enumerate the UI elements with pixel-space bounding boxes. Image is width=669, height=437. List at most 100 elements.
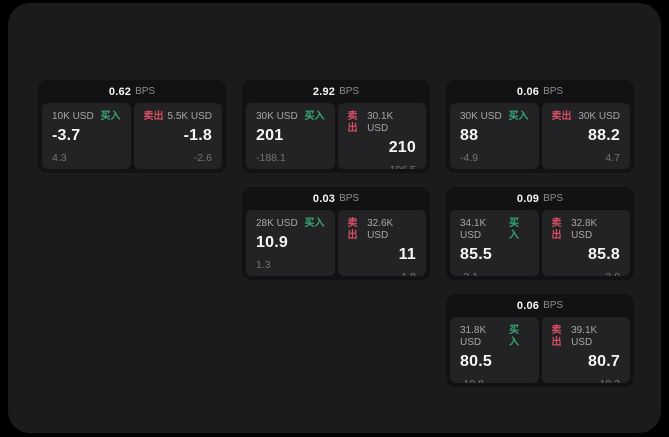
- quote-card: 2.92 BPS 30K USD 买入 201 -188.1 卖出 30.1K …: [242, 80, 430, 173]
- sell-amount: 5.5K USD: [167, 111, 212, 122]
- buy-price: 80.5: [460, 353, 492, 370]
- sell-sub-value: 10.2: [552, 378, 620, 383]
- bps-value: 0.06: [516, 299, 540, 312]
- quote-panels: 30K USD 买入 88 -4.9 卖出 30K USD 88.2 4.7: [450, 103, 630, 169]
- sell-side-label: 卖出: [551, 325, 562, 348]
- sell-sub-value: -2.6: [193, 152, 212, 164]
- buy-price: 10.9: [256, 234, 288, 251]
- quote-card: 0.06 BPS 31.8K USD 买入 80.5 -10.8 卖出 39.1…: [446, 294, 634, 387]
- bps-value: 0.06: [516, 85, 540, 98]
- sell-amount: 32.8K USD: [571, 218, 598, 241]
- cards-grid: 0.62 BPS 10K USD 买入 -3.7 4.3 卖出 5.5K USD…: [38, 80, 634, 387]
- buy-panel[interactable]: 10K USD 买入 -3.7 4.3: [42, 103, 131, 169]
- quote-panels: 31.8K USD 买入 80.5 -10.8 卖出 39.1K USD 80.…: [450, 317, 630, 383]
- sell-panel[interactable]: 卖出 5.5K USD -1.8 -2.6: [133, 103, 222, 169]
- quote-card: 0.06 BPS 30K USD 买入 88 -4.9 卖出 30K USD 8…: [446, 80, 634, 173]
- quote-panels: 30K USD 买入 201 -188.1 卖出 30.1K USD 210 1…: [246, 103, 426, 169]
- card-header: 2.92 BPS: [246, 80, 426, 103]
- sell-side-label: 卖出: [347, 218, 358, 241]
- buy-side-label: 买入: [100, 111, 121, 122]
- buy-panel-top: 28K USD 买入: [256, 218, 325, 230]
- sell-sub-value: -1.8: [348, 271, 416, 276]
- quote-card: 0.09 BPS 34.1K USD 买入 85.5 -3.1 卖出 32.8K…: [446, 187, 634, 280]
- buy-sub-value: -10.8: [460, 378, 529, 383]
- sell-amount: 30.1K USD: [367, 111, 394, 134]
- sell-amount: 39.1K USD: [571, 325, 598, 348]
- buy-sub-value: -3.1: [460, 271, 529, 276]
- sell-side-label: 卖出: [551, 218, 562, 241]
- buy-panel-top: 10K USD 买入: [52, 111, 121, 123]
- buy-side-label: 买入: [304, 111, 325, 122]
- sell-price: 80.7: [588, 353, 620, 370]
- buy-sub-value: 4.3: [52, 152, 67, 164]
- sell-sub-value: 3.0: [552, 271, 620, 276]
- buy-panel-top: 30K USD 买入: [256, 111, 325, 123]
- sell-amount: 32.6K USD: [367, 218, 394, 241]
- buy-panel[interactable]: 30K USD 买入 201 -188.1: [246, 103, 335, 169]
- buy-sub-value: -188.1: [256, 152, 286, 164]
- buy-panel[interactable]: 28K USD 买入 10.9 1.3: [246, 210, 335, 276]
- card-header: 0.06 BPS: [450, 294, 630, 317]
- buy-panel[interactable]: 30K USD 买入 88 -4.9: [450, 103, 539, 169]
- buy-amount: 34.1K USD: [460, 218, 487, 241]
- buy-panel-top: 30K USD 买入: [460, 111, 529, 123]
- sell-panel[interactable]: 卖出 39.1K USD 80.7 10.2: [541, 317, 630, 383]
- sell-sub-value: 196.5: [348, 164, 416, 169]
- card-header: 0.62 BPS: [42, 80, 222, 103]
- quote-panels: 34.1K USD 买入 85.5 -3.1 卖出 32.8K USD 85.8…: [450, 210, 630, 276]
- card-header: 0.03 BPS: [246, 187, 426, 210]
- bps-unit-label: BPS: [339, 193, 360, 204]
- buy-amount: 10K USD: [52, 111, 94, 122]
- buy-side-label: 买入: [304, 218, 325, 229]
- sell-price: 88.2: [588, 127, 620, 144]
- sell-panel-top: 卖出 32.8K USD: [552, 218, 621, 242]
- buy-side-label: 买入: [508, 325, 519, 348]
- bps-unit-label: BPS: [543, 86, 564, 97]
- buy-amount: 30K USD: [256, 111, 298, 122]
- sell-side-label: 卖出: [347, 111, 358, 134]
- sell-price: 85.8: [588, 246, 620, 263]
- sell-sub-value: 4.7: [605, 152, 620, 164]
- sell-panel[interactable]: 卖出 32.8K USD 85.8 3.0: [541, 210, 630, 276]
- buy-price: 85.5: [460, 246, 492, 263]
- bps-unit-label: BPS: [339, 86, 360, 97]
- sell-panel-top: 卖出 30K USD: [552, 111, 621, 123]
- bps-value: 2.92: [312, 85, 336, 98]
- sell-price: 11: [398, 246, 416, 263]
- bps-unit-label: BPS: [543, 300, 564, 311]
- sell-panel[interactable]: 卖出 30K USD 88.2 4.7: [541, 103, 630, 169]
- buy-panel[interactable]: 34.1K USD 买入 85.5 -3.1: [450, 210, 539, 276]
- buy-panel-top: 31.8K USD 买入: [460, 325, 529, 349]
- app-window: 0.62 BPS 10K USD 买入 -3.7 4.3 卖出 5.5K USD…: [8, 3, 661, 433]
- sell-panel-top: 卖出 30.1K USD: [348, 111, 417, 135]
- buy-price: 201: [256, 127, 284, 144]
- sell-side-label: 卖出: [551, 111, 572, 122]
- sell-panel-top: 卖出 32.6K USD: [348, 218, 417, 242]
- bps-value: 0.03: [312, 192, 336, 205]
- quote-panels: 28K USD 买入 10.9 1.3 卖出 32.6K USD 11 -1.8: [246, 210, 426, 276]
- sell-amount: 30K USD: [578, 111, 620, 122]
- bps-unit-label: BPS: [543, 193, 564, 204]
- buy-amount: 28K USD: [256, 218, 298, 229]
- buy-panel[interactable]: 31.8K USD 买入 80.5 -10.8: [450, 317, 539, 383]
- bps-value: 0.09: [516, 192, 540, 205]
- bps-value: 0.62: [108, 85, 132, 98]
- quote-card: 0.03 BPS 28K USD 买入 10.9 1.3 卖出 32.6K US…: [242, 187, 430, 280]
- quote-card: 0.62 BPS 10K USD 买入 -3.7 4.3 卖出 5.5K USD…: [38, 80, 226, 173]
- sell-panel-top: 卖出 39.1K USD: [552, 325, 621, 349]
- quote-panels: 10K USD 买入 -3.7 4.3 卖出 5.5K USD -1.8 -2.…: [42, 103, 222, 169]
- buy-side-label: 买入: [508, 111, 529, 122]
- bps-unit-label: BPS: [135, 86, 156, 97]
- buy-sub-value: 1.3: [256, 259, 271, 271]
- buy-sub-value: -4.9: [460, 152, 479, 164]
- buy-amount: 31.8K USD: [460, 325, 487, 348]
- buy-side-label: 买入: [508, 218, 519, 241]
- sell-panel[interactable]: 卖出 30.1K USD 210 196.5: [337, 103, 426, 169]
- buy-price: 88: [460, 127, 479, 144]
- buy-panel-top: 34.1K USD 买入: [460, 218, 529, 242]
- card-header: 0.06 BPS: [450, 80, 630, 103]
- sell-panel[interactable]: 卖出 32.6K USD 11 -1.8: [337, 210, 426, 276]
- buy-amount: 30K USD: [460, 111, 502, 122]
- sell-price: -1.8: [183, 127, 212, 144]
- buy-price: -3.7: [52, 127, 81, 144]
